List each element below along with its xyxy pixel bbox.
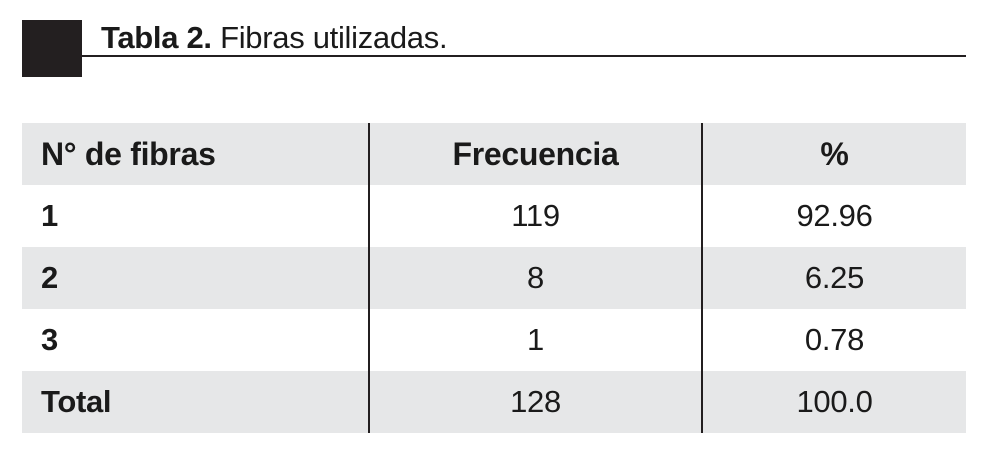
row-percent: 92.96: [796, 198, 873, 233]
row-percent: 0.78: [804, 322, 865, 357]
title-marker-block: [22, 20, 82, 77]
table-row: 3 1 0.78: [22, 309, 966, 371]
total-frequency: 128: [370, 371, 703, 433]
fibers-table: N° de fibras Frecuencia % 1 119 92.96 2 …: [22, 123, 966, 433]
table-caption-text: Fibras utilizadas.: [220, 20, 448, 55]
row-fiber-count: 3: [22, 309, 370, 371]
row-fiber-count: 1: [22, 185, 370, 247]
row-frequency: 119: [370, 185, 703, 247]
header-frequency: Frecuencia: [370, 123, 703, 185]
row-percent: 6.25: [804, 260, 865, 295]
header-fiber-count: N° de fibras: [22, 123, 370, 185]
table-caption: Tabla 2. Fibras utilizadas.: [101, 18, 448, 58]
table-header-row: N° de fibras Frecuencia %: [22, 123, 966, 185]
row-frequency: 8: [370, 247, 703, 309]
row-fiber-count: 2: [22, 247, 370, 309]
total-percent: 100.0: [796, 384, 873, 419]
title-underline-rule: [82, 55, 966, 57]
table-total-row: Total 128 100.0: [22, 371, 966, 433]
table-row: 2 8 6.25: [22, 247, 966, 309]
row-frequency: 1: [370, 309, 703, 371]
table-row: 1 119 92.96: [22, 185, 966, 247]
header-percent: %: [820, 135, 849, 172]
total-label: Total: [22, 371, 370, 433]
table-caption-label: Tabla 2.: [101, 20, 212, 55]
